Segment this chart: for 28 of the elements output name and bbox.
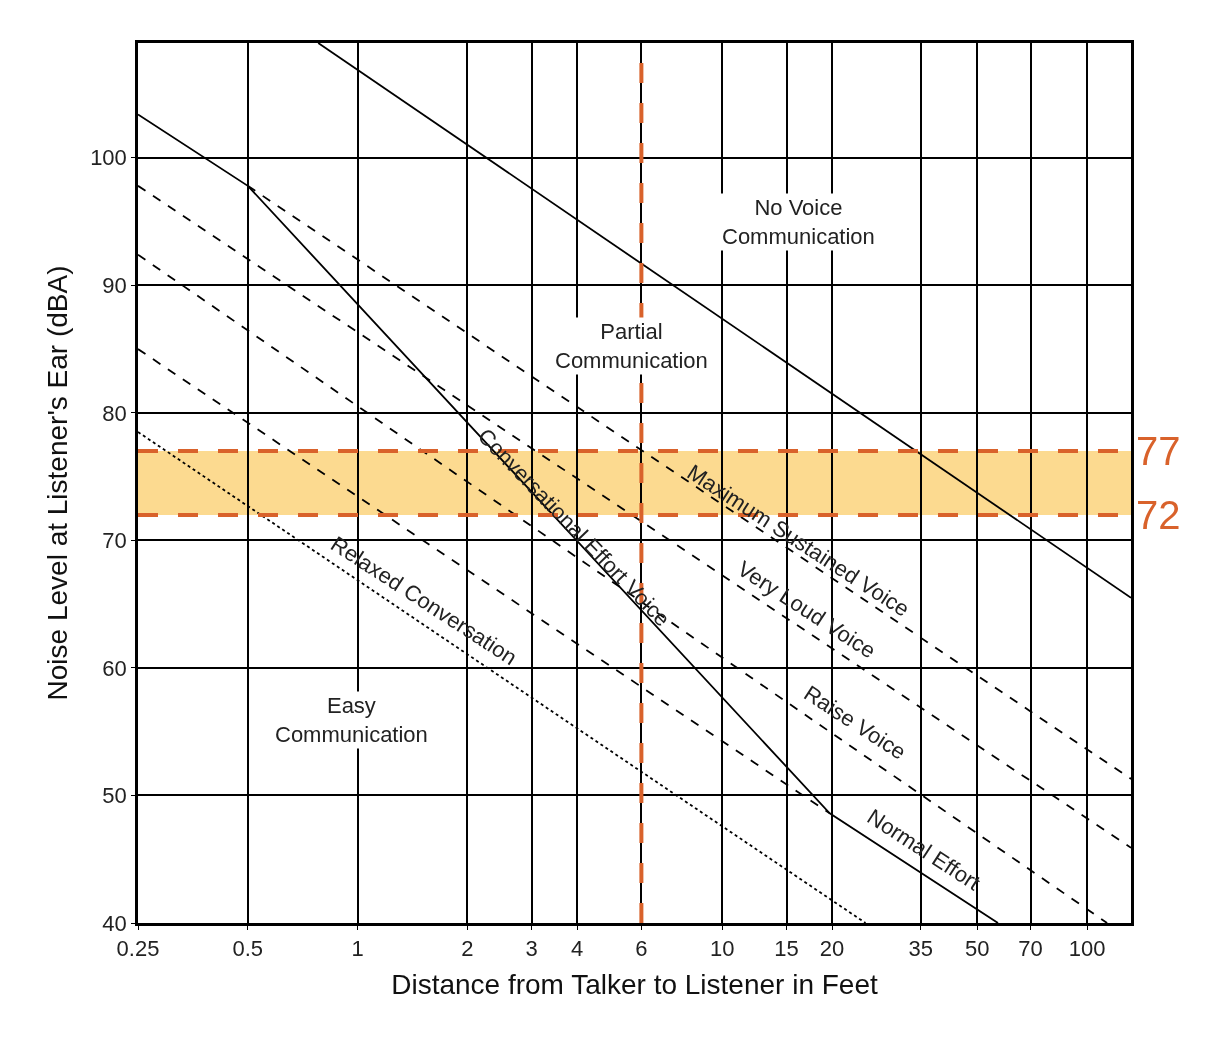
- y-tick-label: 40: [102, 910, 127, 936]
- x-tick-label: 70: [1018, 936, 1043, 962]
- y-axis-title: Noise Level at Listener's Ear (dBA): [41, 265, 73, 701]
- x-tick-label: 100: [1068, 936, 1106, 962]
- y-tick-label: 90: [102, 273, 127, 299]
- annotation: Easy Communication: [275, 693, 428, 747]
- y-tick-label: 100: [90, 145, 127, 171]
- x-tick-label: 10: [710, 936, 735, 962]
- y-tick-label: 70: [102, 528, 127, 554]
- ref-line-label: 77: [1136, 429, 1181, 473]
- y-tick-label: 80: [102, 400, 127, 426]
- y-tick-label: 50: [102, 783, 127, 809]
- annotation: No Voice Communication: [722, 195, 875, 249]
- annotation: Partial Communication: [555, 319, 708, 373]
- x-tick-label: 4: [571, 936, 584, 962]
- x-tick-label: 6: [635, 936, 648, 962]
- x-axis-title: Distance from Talker to Listener in Feet: [391, 969, 879, 1001]
- x-tick-label: 50: [964, 936, 990, 962]
- x-tick-label: 0.5: [232, 936, 264, 962]
- x-tick-label: 2: [461, 936, 474, 962]
- x-tick-label: 1: [351, 936, 364, 962]
- x-tick-label: 0.25: [116, 936, 160, 962]
- ref-line-label: 72: [1136, 493, 1181, 537]
- x-tick-label: 15: [774, 936, 799, 962]
- y-tick-label: 60: [102, 655, 127, 681]
- x-tick-label: 3: [525, 936, 538, 962]
- x-tick-label: 20: [819, 936, 845, 962]
- x-tick-label: 35: [908, 936, 933, 962]
